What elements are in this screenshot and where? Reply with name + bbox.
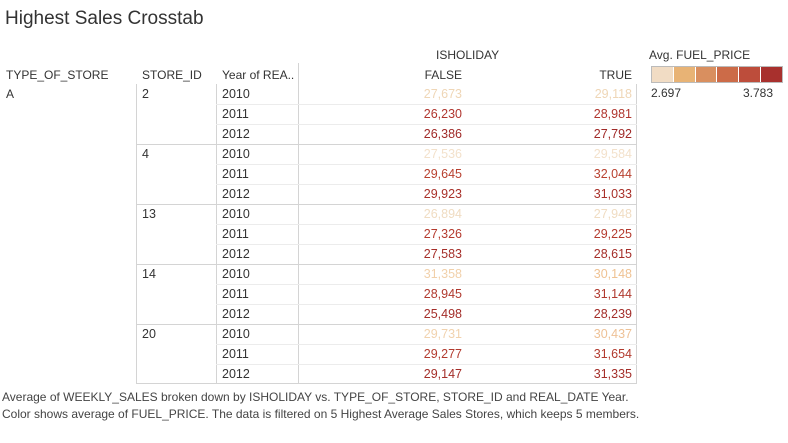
value-cell-true[interactable]: 28,239: [593, 307, 632, 321]
value-cell-false[interactable]: 27,583: [423, 247, 462, 261]
row-header-year: Year of REA..: [222, 68, 295, 82]
legend-swatch: [695, 67, 718, 82]
value-cell-false[interactable]: 29,277: [423, 347, 462, 361]
store-divider: [136, 204, 637, 205]
value-cell-true[interactable]: 27,948: [593, 207, 632, 221]
grid-line: [298, 84, 299, 383]
store-id-cell: 2: [142, 87, 149, 101]
grid-line: [136, 84, 137, 383]
year-cell: 2010: [222, 267, 250, 281]
type-of-store-value: A: [6, 87, 15, 101]
row-divider: [216, 184, 637, 185]
value-cell-true[interactable]: 31,335: [593, 367, 632, 381]
value-cell-true[interactable]: 28,981: [593, 107, 632, 121]
store-id-cell: 13: [142, 207, 156, 221]
value-cell-false[interactable]: 29,731: [423, 327, 462, 341]
column-group-header: ISHOLIDAY: [436, 48, 500, 62]
column-header-false: FALSE: [424, 68, 462, 82]
row-divider: [216, 164, 637, 165]
grid-line: [636, 84, 637, 383]
store-divider: [136, 324, 637, 325]
value-cell-true[interactable]: 32,044: [593, 167, 632, 181]
value-cell-false[interactable]: 27,536: [423, 147, 462, 161]
year-cell: 2011: [222, 227, 249, 241]
value-cell-true[interactable]: 29,584: [593, 147, 632, 161]
header-divider: [298, 63, 299, 84]
value-cell-false[interactable]: 26,386: [423, 127, 462, 141]
column-header-true: TRUE: [599, 68, 632, 82]
store-id-cell: 4: [142, 147, 149, 161]
value-cell-false[interactable]: 31,358: [423, 267, 462, 281]
store-id-cell: 20: [142, 327, 156, 341]
store-divider: [136, 144, 637, 145]
year-cell: 2012: [222, 187, 250, 201]
year-cell: 2011: [222, 167, 249, 181]
value-cell-true[interactable]: 31,654: [593, 347, 632, 361]
grid-line: [216, 84, 217, 383]
year-cell: 2012: [222, 247, 250, 261]
row-divider: [216, 344, 637, 345]
year-cell: 2010: [222, 87, 250, 101]
value-cell-true[interactable]: 31,033: [593, 187, 632, 201]
value-cell-true[interactable]: 30,148: [593, 267, 632, 281]
value-cell-true[interactable]: 29,225: [593, 227, 632, 241]
page-title: Highest Sales Crosstab: [5, 8, 204, 29]
row-divider: [216, 364, 637, 365]
value-cell-false[interactable]: 25,498: [423, 307, 462, 321]
legend-swatch: [761, 67, 782, 82]
row-header-type-of-store: TYPE_OF_STORE: [6, 68, 109, 82]
store-divider: [136, 264, 637, 265]
chart-caption: Average of WEEKLY_SALES broken down by I…: [2, 390, 640, 421]
value-cell-false[interactable]: 26,894: [423, 207, 462, 221]
row-divider: [216, 244, 637, 245]
value-cell-true[interactable]: 29,118: [594, 87, 632, 101]
year-cell: 2011: [222, 107, 249, 121]
value-cell-false[interactable]: 29,645: [423, 167, 462, 181]
year-cell: 2012: [222, 127, 250, 141]
row-divider: [216, 104, 637, 105]
legend-swatch: [673, 67, 696, 82]
year-cell: 2012: [222, 367, 250, 381]
store-id-cell: 14: [142, 267, 156, 281]
row-divider: [216, 224, 637, 225]
value-cell-false[interactable]: 29,923: [423, 187, 462, 201]
value-cell-true[interactable]: 31,144: [593, 287, 632, 301]
value-cell-false[interactable]: 26,230: [423, 107, 462, 121]
year-cell: 2010: [222, 147, 250, 161]
value-cell-false[interactable]: 28,945: [423, 287, 462, 301]
row-divider: [216, 124, 637, 125]
value-cell-true[interactable]: 28,615: [593, 247, 632, 261]
legend-swatch: [717, 67, 740, 82]
legend-min-label: 2.697: [651, 86, 682, 100]
value-cell-false[interactable]: 27,326: [423, 227, 462, 241]
legend-max-label: 3.783: [743, 86, 774, 100]
value-cell-false[interactable]: 29,147: [423, 367, 462, 381]
year-cell: 2010: [222, 327, 250, 341]
row-divider: [216, 304, 637, 305]
legend-swatch: [739, 67, 762, 82]
row-divider: [216, 284, 637, 285]
year-cell: 2012: [222, 307, 250, 321]
legend-swatch: [652, 67, 674, 82]
year-cell: 2011: [222, 347, 249, 361]
value-cell-true[interactable]: 30,437: [593, 327, 632, 341]
year-cell: 2010: [222, 207, 250, 221]
year-cell: 2011: [222, 287, 249, 301]
color-legend-bar[interactable]: [651, 66, 783, 83]
value-cell-false[interactable]: 27,673: [423, 87, 462, 101]
row-header-store-id: STORE_ID: [142, 68, 202, 82]
grid-line: [136, 383, 637, 384]
legend-title: Avg. FUEL_PRICE: [649, 48, 751, 62]
value-cell-true[interactable]: 27,792: [593, 127, 632, 141]
